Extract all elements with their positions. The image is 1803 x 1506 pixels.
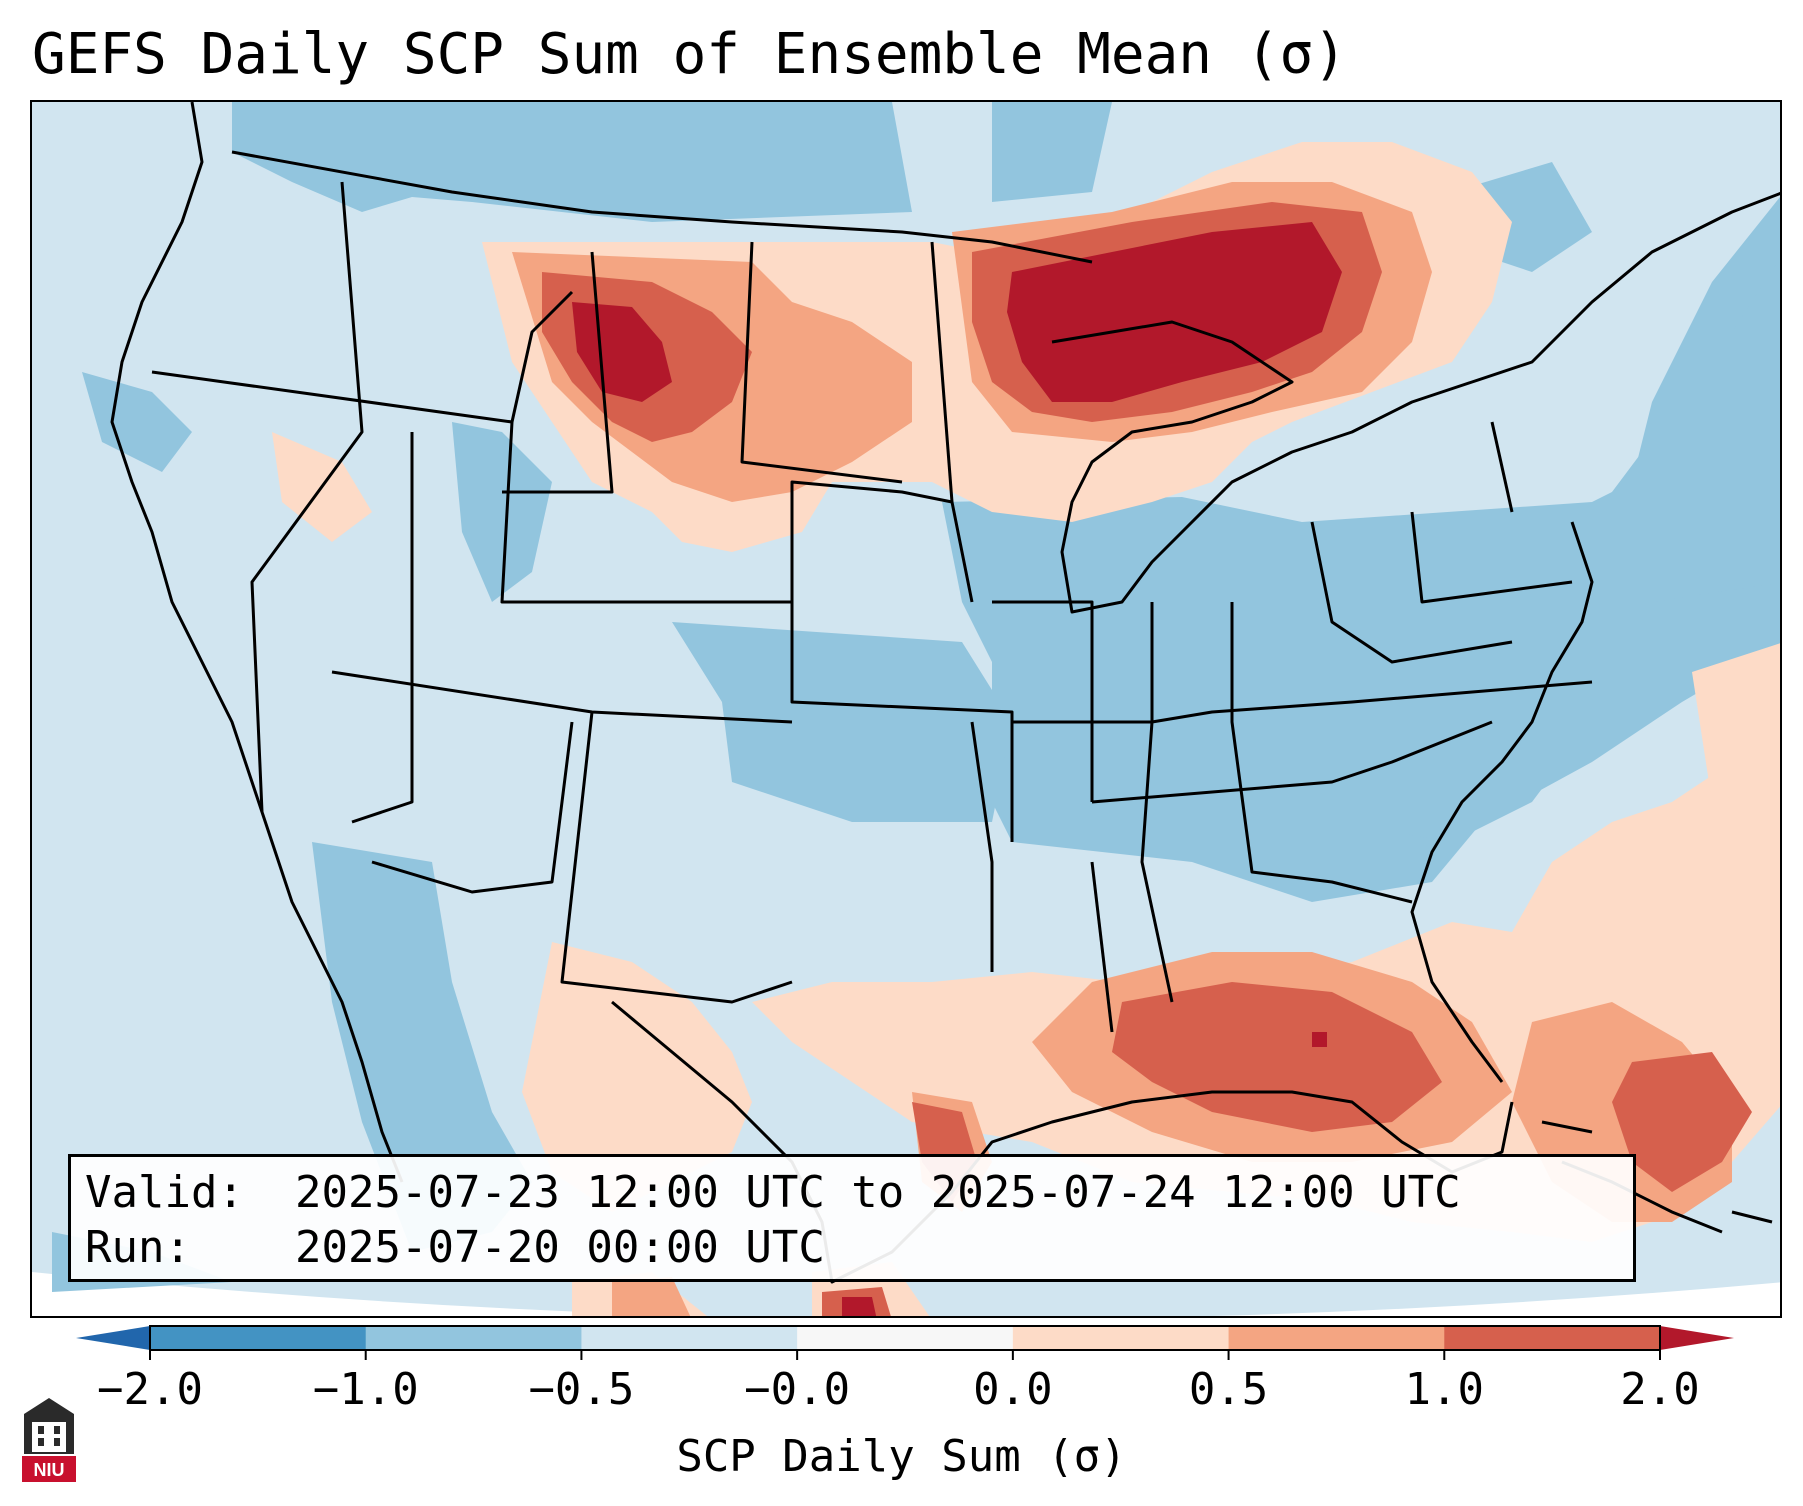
colorbar-tick-label: −0.0 — [744, 1364, 851, 1415]
valid-label: Valid: — [85, 1167, 244, 1218]
negative-anomaly-regions — [52, 102, 1780, 1292]
great-lakes-outline — [1051, 191, 1780, 614]
colorbar-segments — [150, 1326, 1661, 1350]
us-canada-border — [231, 150, 1093, 264]
colorbar-extend-low — [76, 1326, 150, 1350]
colorbar-segment — [581, 1326, 798, 1350]
colorbar-segment — [1228, 1326, 1445, 1350]
east-coast — [1410, 521, 1594, 1083]
colorbar-segment — [150, 1326, 367, 1350]
colorbar-segment — [365, 1326, 582, 1350]
scp-map — [32, 102, 1780, 1316]
colorbar-tick-label: 1.0 — [1404, 1364, 1485, 1415]
colorbar-extend-high — [1660, 1326, 1734, 1350]
map-title: GEFS Daily SCP Sum of Ensemble Mean (σ) — [32, 22, 1347, 87]
colorbar-outline — [149, 1325, 1661, 1351]
colorbar-label: SCP Daily Sum (σ) — [676, 1431, 1127, 1482]
map-panel: Valid: 2025-07-23 12:00 UTC to 2025-07-24… — [30, 100, 1782, 1318]
colorbar-tick-label: −1.0 — [312, 1364, 419, 1415]
colorbar-segment — [797, 1326, 1014, 1350]
political-boundaries — [110, 102, 1780, 1284]
run-label: Run: — [85, 1222, 191, 1273]
colorbar-tick-label: 0.5 — [1188, 1364, 1269, 1415]
niu-logo: NIU — [22, 1398, 76, 1482]
logo-text: NIU — [34, 1460, 65, 1480]
run-row: Run: 2025-07-20 00:00 UTC — [85, 1220, 1619, 1275]
colorbar-tick-label: −0.5 — [528, 1364, 635, 1415]
west-coast — [110, 102, 404, 1183]
gulf-coast — [611, 1000, 1514, 1284]
colorbar-tick-label: 0.0 — [973, 1364, 1053, 1415]
run-value: 2025-07-20 00:00 UTC — [295, 1222, 825, 1273]
colorbar-segment — [1444, 1326, 1661, 1350]
colorbar-tick-label: 2.0 — [1620, 1364, 1700, 1415]
colorbar-ticks — [149, 1350, 1661, 1360]
validity-info-box: Valid: 2025-07-23 12:00 UTC to 2025-07-24… — [68, 1154, 1636, 1282]
domain-edge-bottom — [32, 1272, 1780, 1316]
colorbar-tick-label: −2.0 — [97, 1364, 203, 1415]
valid-value: 2025-07-23 12:00 UTC to 2025-07-24 12:00… — [295, 1167, 1461, 1218]
colorbar-segment — [1012, 1326, 1230, 1350]
valid-row: Valid: 2025-07-23 12:00 UTC to 2025-07-24… — [85, 1165, 1619, 1220]
